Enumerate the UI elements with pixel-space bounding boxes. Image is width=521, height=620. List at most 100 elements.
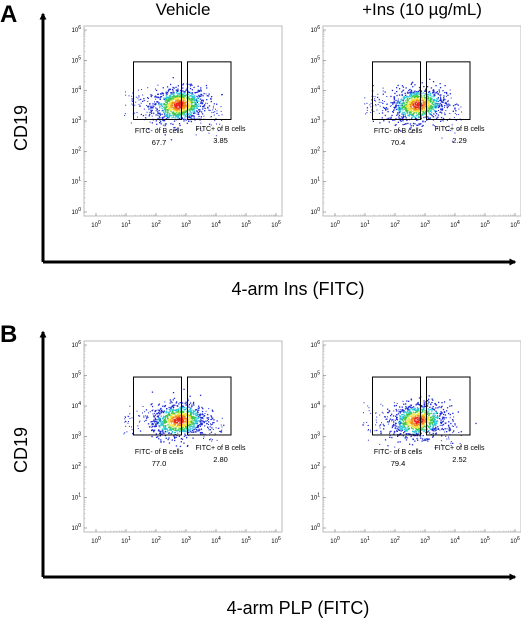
event-dot — [168, 104, 170, 106]
event-dot — [406, 96, 408, 98]
event-dot — [419, 123, 421, 126]
event-dot — [197, 91, 199, 93]
event-dot — [138, 415, 139, 417]
event-dot — [460, 106, 462, 108]
event-dot — [409, 111, 411, 114]
event-dot — [423, 97, 426, 99]
event-dot — [393, 97, 395, 99]
event-dot — [391, 114, 393, 117]
event-dot — [418, 116, 420, 118]
event-dot — [193, 99, 196, 101]
event-dot — [424, 97, 426, 99]
event-dot — [433, 412, 435, 415]
event-dot — [163, 120, 166, 122]
event-dot — [427, 415, 429, 417]
event-dot — [425, 88, 427, 90]
event-dot — [170, 110, 172, 112]
event-dot — [402, 120, 404, 122]
event-dot — [429, 94, 432, 97]
event-dot — [454, 113, 456, 114]
event-dot — [410, 106, 413, 108]
event-dot — [434, 422, 436, 424]
event-dot — [413, 97, 415, 99]
event-dot — [399, 420, 401, 423]
event-dot — [424, 111, 427, 113]
event-dot — [185, 419, 187, 421]
event-dot — [441, 444, 443, 446]
event-dot — [436, 104, 439, 106]
event-dot — [407, 422, 409, 425]
event-dot — [181, 420, 183, 423]
event-dot — [182, 419, 184, 421]
event-dot — [148, 105, 150, 107]
event-dot — [429, 109, 431, 111]
event-dot — [158, 102, 161, 104]
event-dot — [178, 413, 181, 415]
event-dot — [207, 413, 209, 416]
event-dot — [423, 98, 425, 100]
event-dot — [194, 118, 196, 120]
event-dot — [390, 102, 392, 104]
event-dot — [194, 102, 196, 105]
event-dot — [409, 123, 412, 125]
event-dot — [190, 112, 193, 114]
event-dot — [177, 99, 180, 101]
event-dot — [408, 421, 410, 423]
event-dot — [165, 91, 167, 93]
event-dot — [395, 105, 397, 107]
event-dot — [165, 104, 168, 106]
x-tick-label: 105 — [241, 536, 251, 545]
event-dot — [432, 116, 435, 118]
event-dot — [411, 102, 413, 104]
event-dot — [179, 427, 181, 429]
event-dot — [169, 410, 171, 412]
event-dot — [405, 123, 407, 125]
event-dot — [418, 425, 421, 428]
event-dot — [412, 411, 414, 414]
event-dot — [436, 110, 438, 112]
event-dot — [412, 81, 414, 83]
event-dot — [182, 405, 184, 407]
event-dot — [172, 90, 174, 92]
event-dot — [413, 422, 415, 424]
x-tick-label: 100 — [330, 220, 340, 229]
event-dot — [208, 417, 210, 419]
event-dot — [149, 103, 151, 105]
event-dot — [417, 403, 420, 405]
event-dot — [166, 111, 168, 113]
event-dot — [428, 101, 430, 103]
event-dot — [428, 419, 431, 422]
event-dot — [181, 426, 183, 429]
event-dot — [212, 410, 214, 412]
event-dot — [402, 109, 404, 111]
event-dot — [435, 426, 437, 428]
event-dot — [405, 423, 407, 425]
event-dot — [159, 418, 161, 420]
event-dot — [175, 428, 177, 430]
event-dot — [208, 105, 211, 107]
event-dot — [197, 102, 198, 103]
event-dot — [392, 423, 395, 426]
event-dot — [213, 114, 215, 116]
event-dot — [191, 96, 194, 98]
event-dot — [435, 416, 438, 419]
event-dot — [408, 428, 410, 431]
event-dot — [442, 408, 445, 411]
event-dot — [400, 426, 402, 428]
event-dot — [402, 423, 404, 425]
event-dot — [196, 413, 199, 415]
event-dot — [423, 415, 425, 417]
event-dot — [171, 412, 173, 414]
event-dot — [404, 437, 406, 439]
event-dot — [155, 436, 158, 438]
event-dot — [178, 93, 180, 96]
event-dot — [178, 423, 180, 425]
event-dot — [140, 102, 142, 104]
event-dot — [429, 427, 431, 429]
event-dot — [182, 416, 184, 419]
event-dot — [170, 433, 172, 435]
event-dot — [151, 429, 153, 432]
event-dot — [184, 92, 186, 94]
event-dot — [187, 419, 189, 421]
event-dot — [169, 115, 171, 117]
